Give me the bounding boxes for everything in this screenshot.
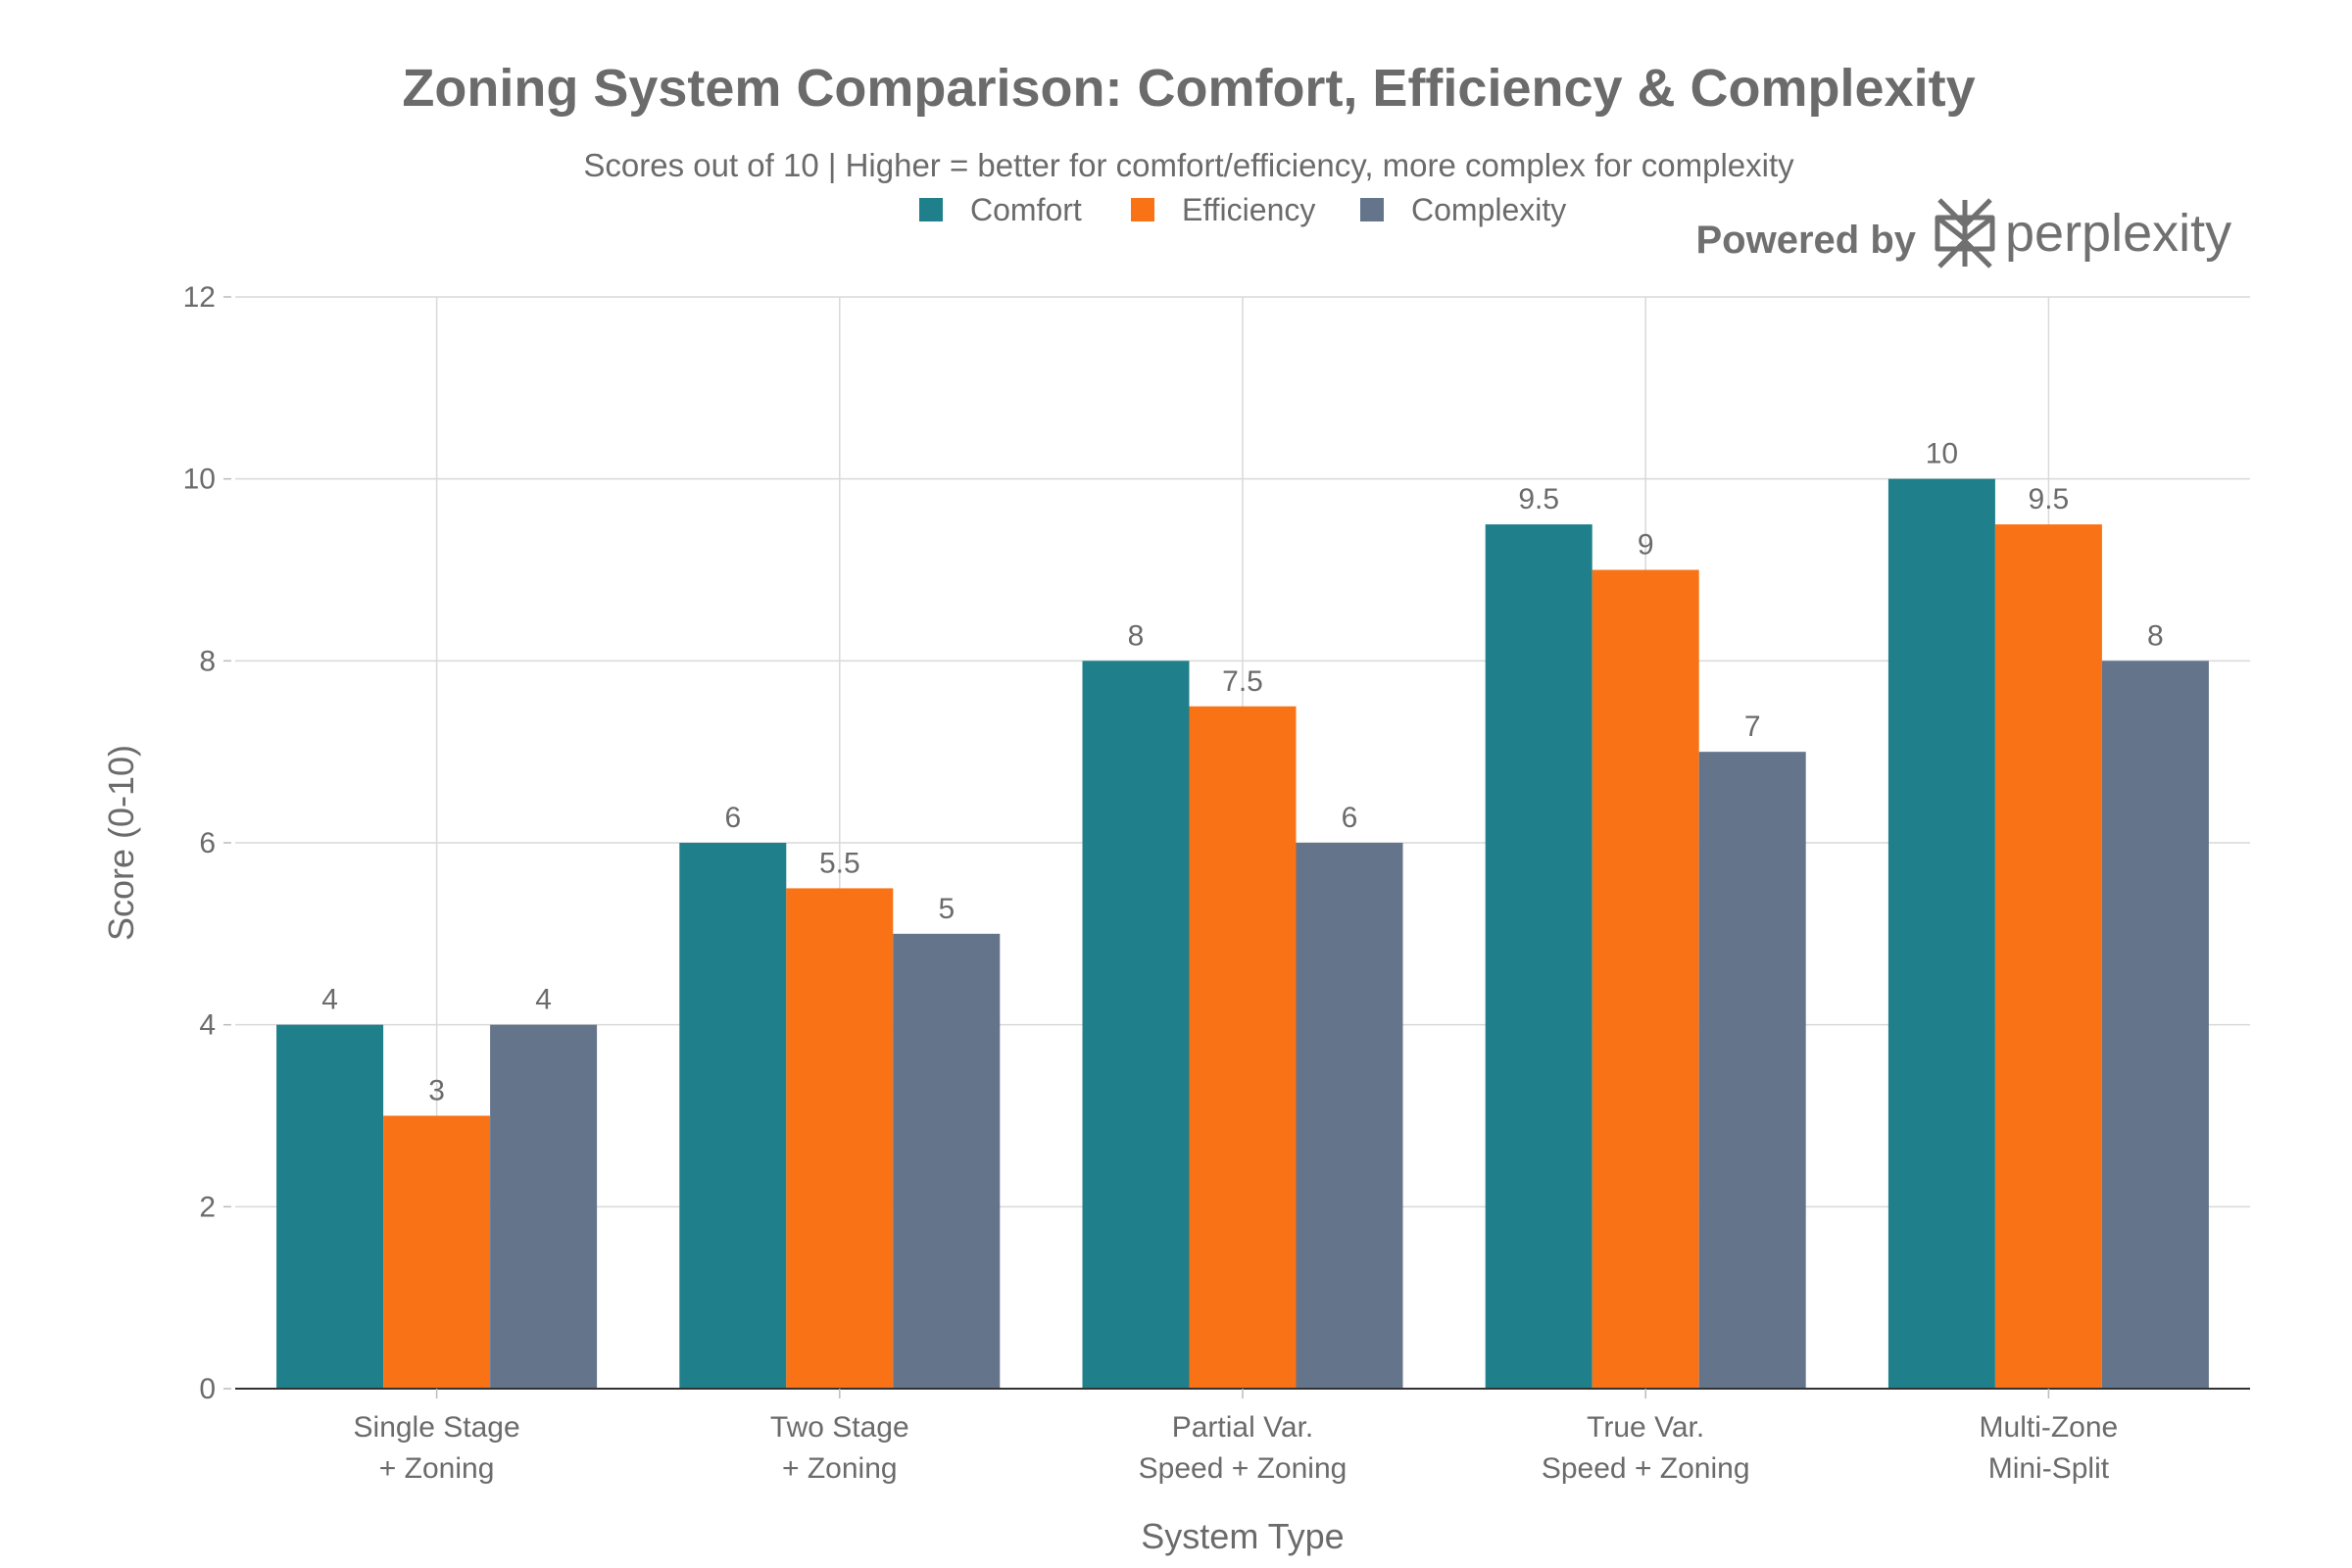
bar-value-label: 9.5	[2029, 483, 2070, 515]
bar-complexity-0	[490, 1024, 598, 1389]
y-axis-ticks: 0 2 4 6 8 10 12	[183, 281, 231, 1405]
y-tick-label: 4	[199, 1009, 216, 1042]
x-tick-label: Multi-Zone	[1980, 1411, 2119, 1444]
legend: Comfort Efficiency Complexity	[919, 192, 1566, 227]
bar-efficiency-3	[1592, 569, 1699, 1389]
bar-value-label: 6	[724, 802, 741, 834]
bar-efficiency-1	[786, 888, 894, 1389]
bar-comfort-1	[679, 843, 787, 1389]
bar-efficiency-0	[383, 1115, 491, 1389]
bar-value-label: 7.5	[1222, 665, 1263, 698]
bar-comfort-0	[276, 1024, 384, 1389]
bar-value-label: 9.5	[1518, 483, 1559, 515]
y-tick-label: 8	[199, 645, 216, 677]
y-tick-label: 12	[183, 281, 216, 314]
legend-label-efficiency: Efficiency	[1182, 192, 1315, 227]
bar-complexity-1	[893, 933, 1001, 1389]
bar-value-label: 3	[428, 1075, 445, 1107]
bar-efficiency-2	[1189, 706, 1297, 1389]
bar-comfort-4	[1887, 478, 1995, 1390]
bar-complexity-2	[1296, 843, 1403, 1389]
legend-swatch-comfort	[919, 198, 943, 221]
y-tick-label: 2	[199, 1191, 216, 1223]
bar-value-label: 4	[321, 984, 338, 1016]
y-tick-label: 10	[183, 464, 216, 496]
x-tick-label: Partial Var.	[1172, 1411, 1314, 1444]
bars	[276, 478, 2209, 1390]
bar-value-label: 10	[1926, 438, 1958, 470]
x-axis-ticks: Single Stage + Zoning Two Stage + Zoning Par…	[354, 1389, 2119, 1485]
bar-efficiency-4	[1994, 524, 2102, 1389]
bar-comfort-2	[1082, 661, 1190, 1389]
legend-label-comfort: Comfort	[970, 192, 1082, 227]
x-tick-label: Mini-Split	[1988, 1452, 2110, 1485]
watermark-brand: perplexity	[2005, 204, 2231, 263]
bar-value-label: 4	[535, 984, 552, 1016]
bar-value-label: 9	[1638, 529, 1654, 562]
y-tick-label: 0	[199, 1373, 216, 1405]
bar-value-label: 8	[2147, 619, 2164, 652]
chart-subtitle: Scores out of 10 | Higher = better for c…	[583, 147, 1794, 183]
x-tick-label: Single Stage	[354, 1411, 520, 1444]
bar-value-label: 6	[1342, 802, 1358, 834]
bar-value-label: 7	[1744, 710, 1761, 743]
x-tick-label: Speed + Zoning	[1139, 1452, 1348, 1485]
legend-label-complexity: Complexity	[1411, 192, 1566, 227]
bar-value-label: 8	[1128, 619, 1145, 652]
legend-swatch-efficiency	[1131, 198, 1154, 221]
chart-title: Zoning System Comparison: Comfort, Effic…	[402, 59, 1975, 118]
x-tick-label: + Zoning	[379, 1452, 495, 1485]
watermark: Powered by perplexity	[1695, 198, 2231, 269]
bar-labels: 4 6 8 9.5 10 3 5.5 7.5 9 9.5 4 5 6 7 8	[321, 438, 2163, 1107]
y-tick-label: 6	[199, 827, 216, 859]
perplexity-logo-icon	[1935, 198, 1995, 269]
legend-swatch-complexity	[1360, 198, 1384, 221]
x-tick-label: True Var.	[1587, 1411, 1704, 1444]
bar-complexity-4	[2101, 661, 2209, 1389]
x-tick-label: Two Stage	[770, 1411, 909, 1444]
y-axis-title: Score (0-10)	[101, 745, 141, 941]
bar-value-label: 5	[938, 893, 955, 925]
watermark-prefix: Powered by	[1695, 219, 1916, 262]
bar-value-label: 5.5	[819, 847, 860, 879]
bar-comfort-3	[1485, 524, 1592, 1389]
x-tick-label: + Zoning	[782, 1452, 898, 1485]
x-tick-label: Speed + Zoning	[1542, 1452, 1750, 1485]
bar-complexity-3	[1698, 752, 1806, 1389]
x-axis-title: System Type	[1141, 1516, 1344, 1556]
